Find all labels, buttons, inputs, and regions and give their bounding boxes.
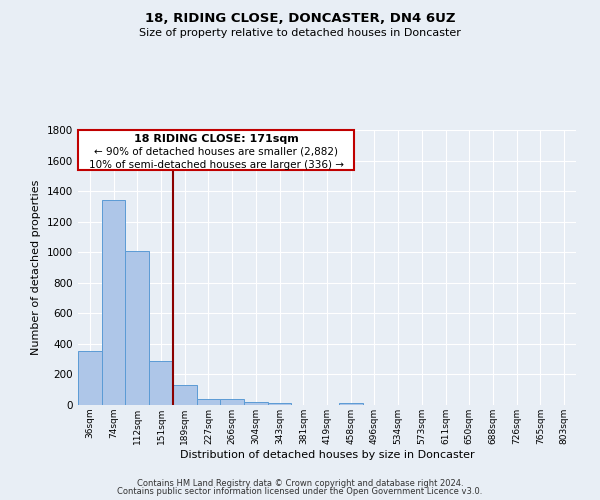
Text: 18, RIDING CLOSE, DONCASTER, DN4 6UZ: 18, RIDING CLOSE, DONCASTER, DN4 6UZ	[145, 12, 455, 26]
Text: 10% of semi-detached houses are larger (336) →: 10% of semi-detached houses are larger (…	[89, 160, 344, 170]
Bar	[78, 351, 102, 405]
Text: Size of property relative to detached houses in Doncaster: Size of property relative to detached ho…	[139, 28, 461, 38]
Bar	[173, 385, 197, 405]
Bar	[220, 399, 244, 405]
Bar	[268, 402, 292, 405]
Y-axis label: Number of detached properties: Number of detached properties	[31, 180, 41, 355]
Text: Contains public sector information licensed under the Open Government Licence v3: Contains public sector information licen…	[118, 487, 482, 496]
X-axis label: Distribution of detached houses by size in Doncaster: Distribution of detached houses by size …	[179, 450, 475, 460]
Bar	[197, 399, 220, 405]
Bar	[339, 402, 362, 405]
Bar	[244, 402, 268, 405]
FancyBboxPatch shape	[78, 130, 355, 170]
Bar	[102, 200, 125, 405]
Text: 18 RIDING CLOSE: 171sqm: 18 RIDING CLOSE: 171sqm	[134, 134, 299, 144]
Text: ← 90% of detached houses are smaller (2,882): ← 90% of detached houses are smaller (2,…	[94, 147, 338, 157]
Text: Contains HM Land Registry data © Crown copyright and database right 2024.: Contains HM Land Registry data © Crown c…	[137, 478, 463, 488]
Bar	[125, 250, 149, 405]
Bar	[149, 360, 173, 405]
